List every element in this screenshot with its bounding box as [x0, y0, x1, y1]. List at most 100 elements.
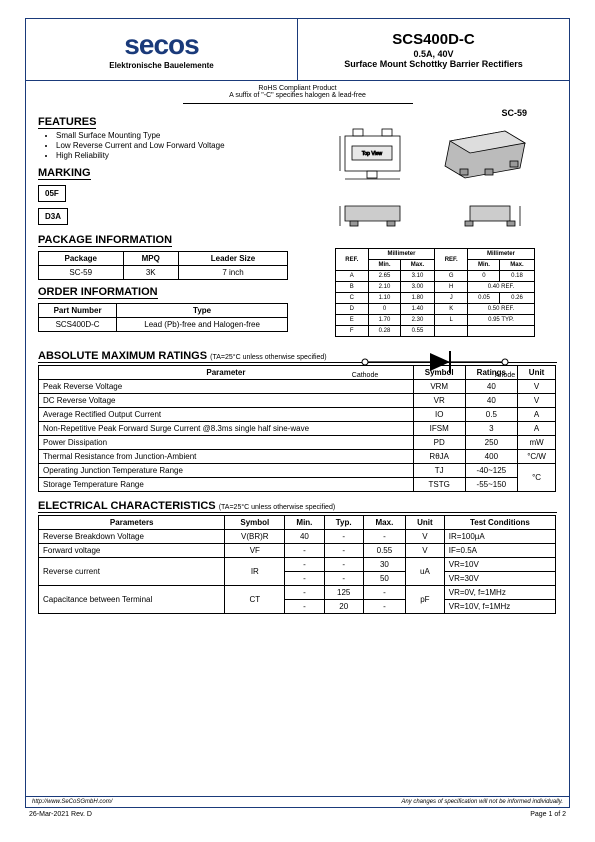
elec-cond: (TA=25°C unless otherwise specified): [219, 504, 335, 511]
dim-h-min2: Min.: [468, 260, 500, 271]
cell: 40: [465, 394, 518, 408]
cell: Lead (Pb)-free and Halogen-free: [117, 318, 288, 332]
col-header: Typ.: [324, 516, 363, 530]
dim-h-max2: Max.: [500, 260, 534, 271]
col-header: Type: [117, 304, 288, 318]
cell: 2.65: [369, 271, 401, 282]
cell: TSTG: [413, 478, 465, 492]
dim-h-mm1: Millimeter: [369, 249, 435, 260]
cell: VF: [225, 544, 285, 558]
cell: A: [518, 422, 556, 436]
abs-max-table: ParameterSymbolRatingsUnit Peak Reverse …: [38, 365, 556, 492]
col-header: Leader Size: [179, 252, 288, 266]
cell: Forward voltage: [39, 544, 225, 558]
cell: Reverse current: [39, 558, 225, 586]
product-header: SCS400D-C 0.5A, 40V Surface Mount Schott…: [298, 19, 569, 80]
cell: -55~150: [465, 478, 518, 492]
table-row: Reverse currentIR--30uAVR=10V: [39, 558, 556, 572]
cell: 1.40: [400, 304, 434, 315]
table-row: A2.653.10G00.18: [335, 271, 534, 282]
col-header: Symbol: [225, 516, 285, 530]
cell: Storage Temperature Range: [39, 478, 414, 492]
cell: -: [324, 572, 363, 586]
cell: -: [363, 586, 405, 600]
cell: PD: [413, 436, 465, 450]
cell: -: [324, 530, 363, 544]
table-row: E1.702.30L0.95 TYP.: [335, 315, 534, 326]
col-header: MPQ: [123, 252, 179, 266]
footer-note: Any changes of specification will not be…: [401, 799, 563, 805]
col-header: Unit: [406, 516, 445, 530]
cathode-label: Cathode: [351, 372, 378, 379]
cell: 1.10: [369, 293, 401, 304]
dim-h-min1: Min.: [369, 260, 401, 271]
table-row: C1.101.80J0.050.26: [335, 293, 534, 304]
cell: pF: [406, 586, 445, 614]
cell: 0: [468, 271, 500, 282]
cell: Capacitance between Terminal: [39, 586, 225, 614]
cell: VR=10V: [444, 558, 555, 572]
cell: IR=100µA: [444, 530, 555, 544]
cell: D: [335, 304, 369, 315]
cell: 3K: [123, 266, 179, 280]
cell: J: [434, 293, 468, 304]
table-row: Operating Junction Temperature RangeTJ-4…: [39, 464, 556, 478]
cell: VR=0V, f=1MHz: [444, 586, 555, 600]
cell: CT: [225, 586, 285, 614]
table-row: B2.103.00H0.40 REF.: [335, 282, 534, 293]
order-info-title: ORDER INFORMATION: [38, 286, 158, 299]
cell: -: [285, 558, 324, 572]
features-title: FEATURES: [38, 116, 96, 129]
cell: 3: [465, 422, 518, 436]
cell: -: [363, 600, 405, 614]
cell: 125: [324, 586, 363, 600]
package-info-table: PackageMPQLeader Size SC-593K7 inch: [38, 251, 288, 280]
cell: RθJA: [413, 450, 465, 464]
cell: DC Reverse Voltage: [39, 394, 414, 408]
cell: V: [406, 544, 445, 558]
package-label: SC-59: [312, 108, 557, 118]
cell: IO: [413, 408, 465, 422]
marking-code: D3A: [38, 208, 68, 225]
cell: A: [335, 271, 369, 282]
cell: °C: [518, 464, 556, 492]
table-row: D01.40K0.50 REF.: [335, 304, 534, 315]
cell: 0.50 REF.: [468, 304, 534, 315]
elec-table: ParametersSymbolMin.Typ.Max.UnitTest Con…: [38, 515, 556, 614]
table-row: Reverse Breakdown VoltageV(BR)R40--VIR=1…: [39, 530, 556, 544]
cell: -: [285, 572, 324, 586]
cell: 0.55: [400, 326, 434, 337]
table-row: Average Rectified Output CurrentIO0.5A: [39, 408, 556, 422]
table-row: Non-Repetitive Peak Forward Surge Curren…: [39, 422, 556, 436]
cell: 0.95 TYP.: [468, 315, 534, 326]
col-header: Parameters: [39, 516, 225, 530]
dim-h-mm2: Millimeter: [468, 249, 534, 260]
dim-h-ref1: REF.: [335, 249, 369, 271]
cell: Reverse Breakdown Voltage: [39, 530, 225, 544]
inner-footer: http://www.SeCoSGmbH.com/ Any changes of…: [26, 796, 569, 807]
footer-url: http://www.SeCoSGmbH.com/: [32, 799, 112, 805]
cell: 0.05: [468, 293, 500, 304]
cell: G: [434, 271, 468, 282]
cell: IFSM: [413, 422, 465, 436]
cell: A: [518, 408, 556, 422]
svg-text:Top View: Top View: [361, 151, 382, 157]
col-header: Test Conditions: [444, 516, 555, 530]
elec-title: ELECTRICAL CHARACTERISTICS (TA=25°C unle…: [38, 500, 557, 513]
logo-text: secos: [124, 29, 198, 61]
col-header: Part Number: [39, 304, 117, 318]
cell: L: [434, 315, 468, 326]
cell: 7 inch: [179, 266, 288, 280]
cell: Thermal Resistance from Junction-Ambient: [39, 450, 414, 464]
cell: 250: [465, 436, 518, 450]
table-row: SC-593K7 inch: [39, 266, 288, 280]
package-info-title: PACKAGE INFORMATION: [38, 234, 172, 247]
package-svg: Top View: [320, 121, 550, 246]
cell: VR: [413, 394, 465, 408]
dimension-table: REF. Millimeter REF. Millimeter Min. Max…: [335, 248, 535, 337]
cell: VR=10V, f=1MHz: [444, 600, 555, 614]
cell: 40: [285, 530, 324, 544]
cell: °C/W: [518, 450, 556, 464]
col-header: Min.: [285, 516, 324, 530]
col-header: Max.: [363, 516, 405, 530]
